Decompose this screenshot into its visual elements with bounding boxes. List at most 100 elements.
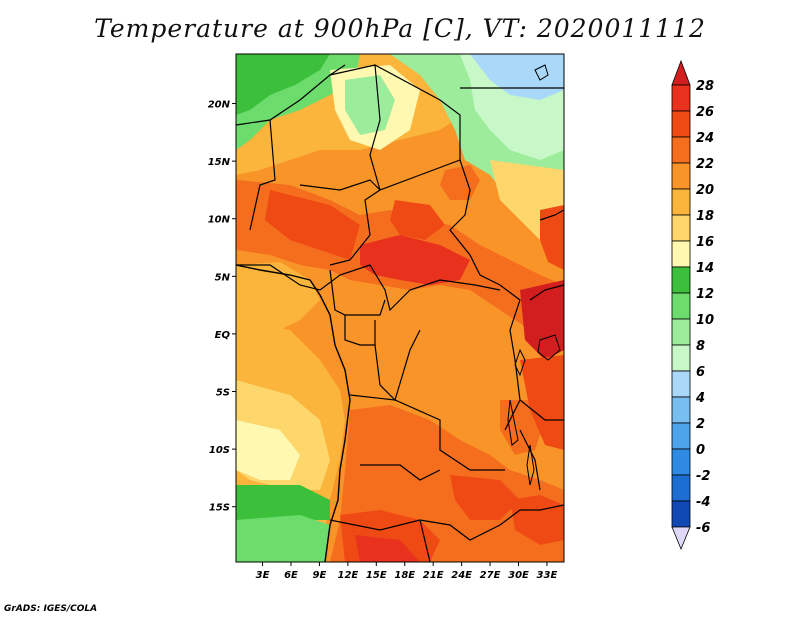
lon-tick-label: 3E bbox=[256, 570, 270, 581]
colorbar-swatch bbox=[671, 240, 691, 268]
border-niger-chad bbox=[299, 179, 381, 266]
colorbar-swatch bbox=[671, 188, 691, 216]
field-26-28-ethiopia bbox=[540, 205, 564, 270]
temperature-field bbox=[236, 54, 564, 562]
lake-tanganyika bbox=[507, 399, 519, 446]
lat-tick-label: 15N bbox=[208, 157, 231, 168]
colorbar-label: 10 bbox=[696, 313, 714, 328]
field-14-16-northwest bbox=[236, 54, 330, 115]
colorbar-label: -6 bbox=[696, 521, 710, 536]
border-angola-drc bbox=[349, 394, 505, 471]
border-mozambique bbox=[499, 504, 564, 526]
lat-tick-label: 10S bbox=[209, 445, 230, 456]
lon-tick-label: 18E bbox=[394, 570, 415, 581]
colorbar-top-arrow bbox=[671, 59, 691, 86]
border-drc-east bbox=[499, 284, 521, 431]
colorbar-label: 14 bbox=[696, 261, 714, 276]
field-26-28-east bbox=[520, 355, 564, 450]
colorbar-swatch bbox=[671, 344, 691, 372]
colorbar-swatch bbox=[671, 162, 691, 190]
lake-malawi bbox=[526, 444, 535, 486]
colorbar-swatch bbox=[671, 474, 691, 502]
colorbar-swatch bbox=[671, 292, 691, 320]
colorbar-label: 24 bbox=[696, 131, 714, 146]
lake-victoria bbox=[537, 334, 561, 361]
colorbar-label: -4 bbox=[696, 495, 710, 510]
border-uganda bbox=[529, 284, 564, 301]
lat-tick-label: 5N bbox=[215, 272, 231, 283]
colorbar-label: 22 bbox=[696, 157, 714, 172]
lon-tick-label: 24E bbox=[451, 570, 472, 581]
lat-tick-label: 15S bbox=[209, 503, 230, 514]
lat-tick-label: EQ bbox=[215, 330, 231, 341]
lake-kivu bbox=[514, 348, 526, 377]
colorbar-swatch bbox=[671, 422, 691, 450]
field-28-namibia bbox=[355, 535, 420, 562]
colorbar-swatch bbox=[671, 136, 691, 164]
lon-tick-label: 30E bbox=[508, 570, 529, 581]
border-car-north bbox=[236, 264, 501, 312]
colorbar-label: 12 bbox=[696, 287, 714, 302]
field-16-18-atlantic bbox=[236, 420, 300, 480]
colorbar-label: 0 bbox=[696, 443, 705, 458]
border-libya-egypt bbox=[374, 64, 461, 160]
border-chad-sudan bbox=[379, 159, 501, 286]
colorbar-label: -2 bbox=[696, 469, 710, 484]
field-26-28-chad bbox=[390, 200, 445, 240]
lat-tick-label: 20N bbox=[208, 100, 231, 111]
colorbar-swatch bbox=[671, 448, 691, 476]
border-angola-zambia bbox=[360, 464, 441, 481]
lat-tick-label: 5S bbox=[216, 388, 230, 399]
coastline-atlantic bbox=[236, 264, 351, 562]
colorbar-label: 6 bbox=[696, 365, 705, 380]
lon-tick-label: 12E bbox=[337, 570, 358, 581]
grads-credit: GrADS: IGES/COLA bbox=[4, 604, 98, 614]
field-26-28-zambia bbox=[450, 475, 520, 520]
country-borders bbox=[236, 64, 564, 562]
colorbar-swatch bbox=[671, 318, 691, 346]
colorbar-label: 28 bbox=[696, 79, 714, 94]
lon-tick-label: 33E bbox=[537, 570, 558, 581]
colorbar-label: 26 bbox=[696, 105, 714, 120]
colorbar-swatch bbox=[671, 110, 691, 138]
colorbar-label: 18 bbox=[696, 209, 714, 224]
lon-tick-label: 27E bbox=[480, 570, 501, 581]
border-tanzania bbox=[519, 399, 564, 421]
colorbar-label: 20 bbox=[696, 183, 714, 198]
border-ethiopia bbox=[539, 209, 564, 221]
border-gabon bbox=[344, 315, 376, 346]
colorbar-label: 4 bbox=[695, 391, 705, 406]
border-namibia bbox=[329, 519, 501, 541]
colorbar-swatch bbox=[671, 396, 691, 424]
border-malawi bbox=[519, 429, 541, 491]
colorbar-label: 8 bbox=[696, 339, 705, 354]
border-botswana bbox=[419, 519, 431, 562]
field-20-22-gulf bbox=[236, 262, 320, 330]
colorbar-swatch bbox=[671, 500, 691, 528]
map-frame bbox=[235, 53, 565, 563]
colorbar-swatch bbox=[671, 266, 691, 294]
colorbar-label: 16 bbox=[696, 235, 714, 250]
colorbar-label: 2 bbox=[696, 417, 705, 432]
lon-tick-label: 6E bbox=[284, 570, 298, 581]
colorbar-swatch bbox=[671, 370, 691, 398]
lat-tick-label: 10N bbox=[208, 215, 231, 226]
colorbar-swatch bbox=[671, 84, 691, 112]
field-26-28-west bbox=[265, 190, 360, 260]
latitude-axis: 20N 15N 10N 5N EQ 5S 10S 15S bbox=[208, 100, 236, 514]
border-mali-niger bbox=[249, 119, 276, 231]
field-12-14-southatlantic bbox=[236, 515, 330, 562]
lon-tick-label: 9E bbox=[313, 570, 327, 581]
colorbar-swatch bbox=[671, 214, 691, 242]
longitude-axis: 3E 6E 9E 12E 15E 18E 21E 24E 27E 30E 33E bbox=[256, 562, 558, 581]
lon-tick-label: 15E bbox=[366, 570, 387, 581]
field-10-12-libya bbox=[345, 75, 395, 135]
chart-title: Temperature at 900hPa [C], VT: 202001111… bbox=[94, 14, 706, 43]
lon-tick-label: 21E bbox=[423, 570, 444, 581]
border-algeria bbox=[236, 64, 346, 126]
field-28-central bbox=[360, 235, 470, 285]
border-libya-west bbox=[329, 64, 381, 191]
colorbar-bottom-arrow bbox=[671, 526, 691, 551]
